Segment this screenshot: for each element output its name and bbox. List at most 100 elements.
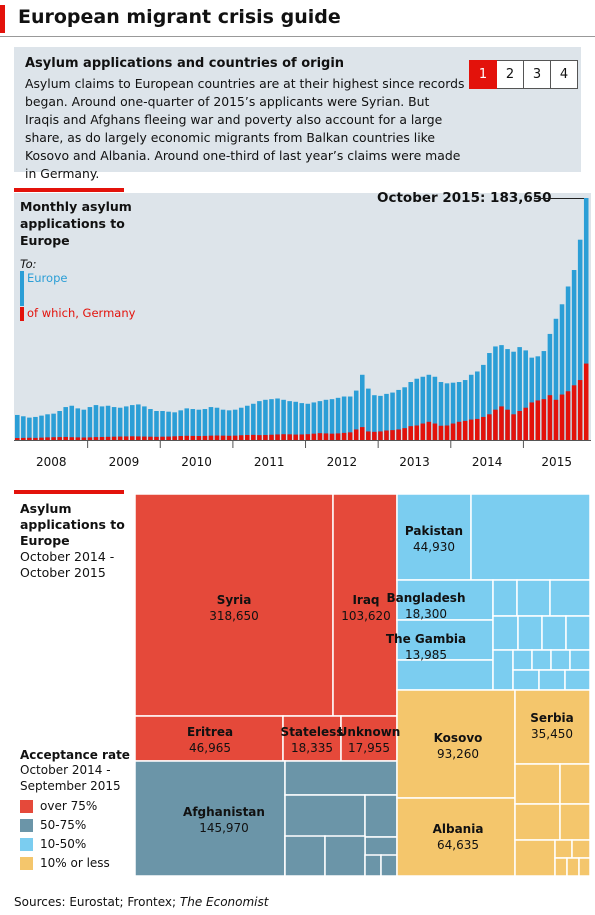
- germany-bar: [281, 434, 286, 440]
- germany-bar: [81, 437, 87, 440]
- tile-pakistan: [396, 493, 472, 581]
- germany-bar: [583, 363, 589, 440]
- tile-afghanistan: [134, 760, 286, 877]
- gambia-value: 13,985: [405, 648, 447, 662]
- tile-small: [514, 839, 556, 877]
- chart2-legend: Acceptance rate October 2014 - September…: [20, 748, 140, 870]
- europe-bar: [33, 416, 38, 440]
- syria-value: 318,650: [209, 609, 259, 623]
- europe-bar: [287, 401, 292, 440]
- germany-bar: [57, 437, 62, 440]
- legend-label-50-75: 50-75%: [40, 818, 87, 832]
- page-title: European migrant crisis guide: [18, 6, 341, 28]
- germany-bar: [347, 432, 353, 440]
- year-label: 2015: [541, 455, 572, 469]
- tile-small: [565, 615, 591, 651]
- tile-small: [470, 493, 591, 581]
- germany-bar: [190, 435, 196, 440]
- germany-bar: [360, 427, 365, 440]
- europe-bar: [142, 406, 147, 440]
- europe-bar: [184, 408, 190, 440]
- tile-small: [324, 835, 366, 877]
- germany-bar: [299, 434, 305, 440]
- tile-bangladesh: [396, 579, 494, 621]
- year-label: 2010: [181, 455, 212, 469]
- tile-small: [492, 649, 514, 691]
- bangladesh-value: 18,300: [405, 607, 447, 621]
- tile-serbia: [514, 689, 591, 765]
- intro-body: Asylum claims to European countries are …: [25, 76, 465, 181]
- germany-bar: [511, 414, 516, 440]
- europe-bar: [220, 409, 226, 440]
- germany-bar: [21, 437, 26, 440]
- germany-bar: [444, 425, 450, 440]
- europe-bar: [305, 403, 311, 440]
- germany-bar: [378, 431, 383, 440]
- europe-bar: [208, 407, 214, 440]
- pakistan-name: Pakistan: [405, 524, 463, 538]
- iraq-name: Iraq: [352, 593, 379, 607]
- legend-label-10-50: 10-50%: [40, 837, 87, 851]
- germany-bar: [226, 435, 232, 440]
- germany-bar: [559, 394, 565, 440]
- europe-bar: [269, 399, 274, 440]
- chart1-key-europe-label: Europe: [27, 271, 68, 285]
- germany-bar: [432, 423, 438, 440]
- tile-small: [284, 835, 326, 877]
- kosovo-name: Kosovo: [434, 731, 483, 745]
- europe-bar: [123, 406, 129, 440]
- chart1-bars: 2008 2009 2010 2011 2012 2013 2014 2015: [14, 198, 591, 469]
- syria-name: Syria: [217, 593, 252, 607]
- germany-bar: [238, 435, 244, 440]
- europe-bar: [69, 405, 75, 440]
- germany-bar: [178, 436, 183, 440]
- germany-bar: [117, 436, 123, 440]
- europe-bar: [190, 409, 196, 440]
- europe-bar: [378, 395, 383, 440]
- europe-bar: [257, 401, 262, 440]
- europe-bar: [577, 239, 583, 440]
- tile-small: [364, 854, 382, 877]
- page-button-1[interactable]: 1: [469, 60, 497, 89]
- europe-bar: [63, 407, 68, 440]
- europe-bar: [541, 351, 547, 440]
- tile-small: [364, 794, 398, 838]
- year-label: 2008: [36, 455, 67, 469]
- europe-bar: [341, 396, 347, 440]
- germany-bar: [450, 423, 456, 440]
- germany-bar: [408, 426, 413, 440]
- germany-bar: [553, 399, 559, 440]
- page-button-3[interactable]: 3: [523, 60, 551, 89]
- germany-bar: [366, 431, 371, 440]
- europe-bar: [390, 392, 395, 440]
- europe-bar: [226, 410, 232, 440]
- germany-bar: [232, 435, 238, 440]
- europe-bar: [347, 396, 353, 440]
- europe-bar: [511, 351, 516, 440]
- page-button-4[interactable]: 4: [550, 60, 578, 89]
- chart2-subtitle: October 2014 - October 2015: [20, 549, 115, 580]
- europe-bar: [75, 408, 81, 440]
- legend-label-over75: over 75%: [40, 799, 98, 813]
- year-label: 2011: [254, 455, 285, 469]
- germany-bar: [517, 411, 522, 440]
- tile-small: [541, 615, 567, 651]
- chart1-callout: October 2015: 183,650: [377, 190, 552, 206]
- europe-bar: [329, 399, 335, 440]
- tile-small: [517, 615, 543, 651]
- year-label: 2012: [327, 455, 358, 469]
- europe-bar: [553, 318, 559, 440]
- legend-title: Acceptance rate: [20, 748, 130, 762]
- afghanistan-name: Afghanistan: [183, 805, 265, 819]
- germany-bar: [208, 435, 214, 440]
- germany-bar: [93, 437, 99, 440]
- germany-bar: [529, 402, 535, 440]
- germany-bar: [462, 420, 468, 440]
- source-note: Sources: Eurostat; Frontex; The Economis…: [14, 895, 268, 909]
- chart1-to-label: To:: [20, 257, 37, 271]
- germany-bar: [214, 435, 220, 440]
- chart1-title: Monthly asylum applications to Europe: [20, 199, 132, 248]
- page-button-2[interactable]: 2: [496, 60, 524, 89]
- germany-bar: [335, 433, 341, 440]
- germany-bar: [396, 429, 401, 440]
